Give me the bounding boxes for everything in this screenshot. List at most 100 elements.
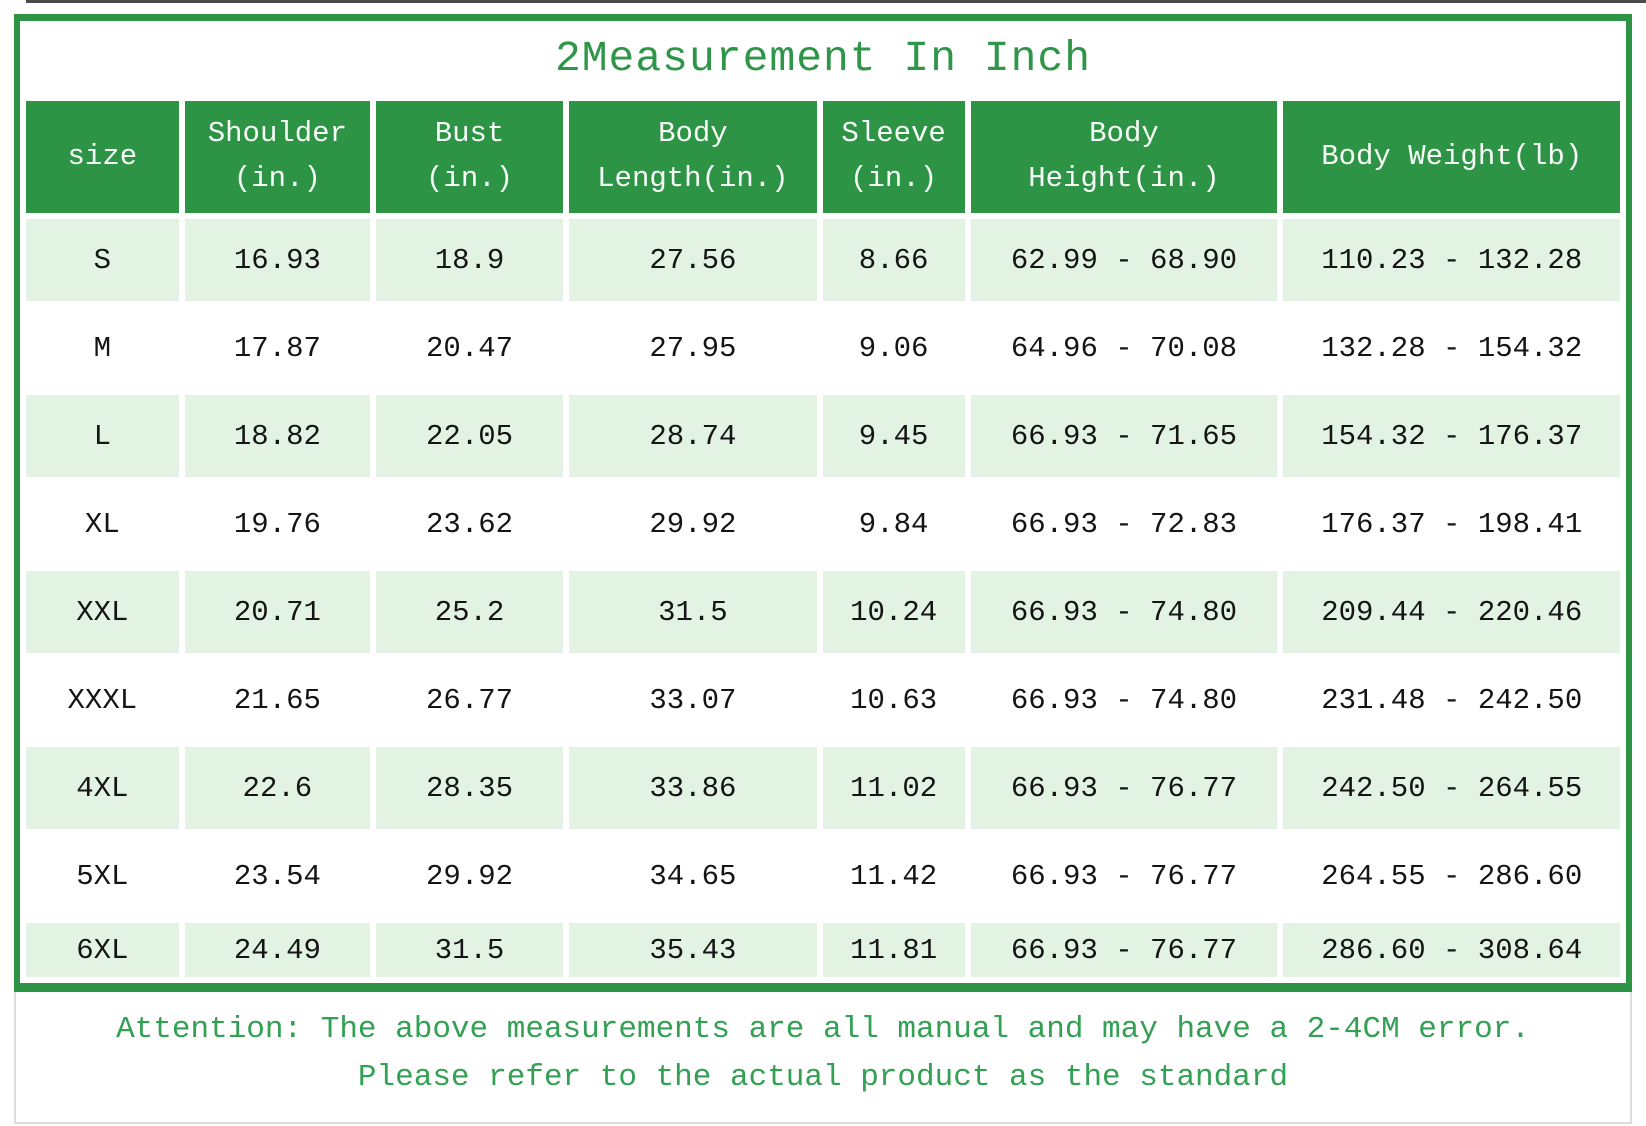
header-label: (in.) [233,162,321,195]
header-cell-sleeve: Sleeve (in.) [822,101,965,213]
header-cell-body-length: Body Length(in.) [569,101,817,213]
size-table: size Shoulder (in.) Bust (in.) Body Length(in.… [20,95,1626,983]
title-row: 2Measurement In Inch [20,21,1626,95]
header-label: Body [1089,117,1159,151]
size-chart-sheet: 2Measurement In Inch size Shoulder (in.) Bu… [14,14,1632,1124]
bust-cell: 23.62 [376,483,564,565]
header-row: size Shoulder (in.) Bust (in.) Body Length(in.… [26,101,1620,213]
body-weight-cell: 132.28 - 154.32 [1283,307,1620,389]
sleeve-cell: 11.42 [822,835,965,917]
table-row-XL: XL 19.76 23.62 29.92 9.84 66.93 - 72.83 176.37… [26,483,1620,565]
header-label: Length(in.) [597,162,789,195]
table-row-L: L 18.82 22.05 28.74 9.45 66.93 - 71.65 154.32 … [26,395,1620,477]
chart-title: 2Measurement In Inch [554,33,1092,83]
body-height-cell: 66.93 - 74.80 [970,659,1278,741]
bust-cell: 20.47 [376,307,564,389]
top-crop-line [26,0,1646,3]
table-row-S: S 16.93 18.9 27.56 8.66 62.99 - 68.90 110.23 -… [26,219,1620,301]
body-weight-cell: 231.48 - 242.50 [1283,659,1620,741]
shoulder-cell: 20.71 [184,571,371,653]
table-row-XXL: XXL 20.71 25.2 31.5 10.24 66.93 - 74.80 209.44… [26,571,1620,653]
size-cell: XXL [26,571,179,653]
header-label: size [67,139,138,173]
table-row-5XL: 5XL 23.54 29.92 34.65 11.42 66.93 - 76.77 264.… [26,835,1620,917]
body-weight-cell: 286.60 - 308.64 [1283,923,1620,977]
body-length-cell: 35.43 [569,923,817,977]
header-cell-body-height: Body Height(in.) [970,101,1278,213]
body-height-cell: 66.93 - 76.77 [970,835,1278,917]
header-cell-body-weight: Body Weight(lb) [1283,101,1620,213]
body-height-cell: 66.93 - 72.83 [970,483,1278,565]
size-cell: 6XL [26,923,179,977]
table-row-4XL: 4XL 22.6 28.35 33.86 11.02 66.93 - 76.77 242.5… [26,747,1620,829]
table-body: S 16.93 18.9 27.56 8.66 62.99 - 68.90 110.23 -… [26,219,1620,977]
body-height-cell: 62.99 - 68.90 [970,219,1278,301]
body-weight-cell: 264.55 - 286.60 [1283,835,1620,917]
size-cell: XXXL [26,659,179,741]
size-cell: 4XL [26,747,179,829]
body-weight-cell: 176.37 - 198.41 [1283,483,1620,565]
size-cell: S [26,219,179,301]
sleeve-cell: 9.06 [822,307,965,389]
body-length-cell: 27.56 [569,219,817,301]
table-row-M: M 17.87 20.47 27.95 9.06 64.96 - 70.08 132.28 … [26,307,1620,389]
body-weight-cell: 154.32 - 176.37 [1283,395,1620,477]
table-header: size Shoulder (in.) Bust (in.) Body Length(in.… [26,101,1620,213]
header-cell-shoulder: Shoulder (in.) [184,101,371,213]
size-chart-panel: 2Measurement In Inch size Shoulder (in.) Bu… [14,14,1632,992]
bust-cell: 28.35 [376,747,564,829]
shoulder-cell: 24.49 [184,923,371,977]
body-length-cell: 34.65 [569,835,817,917]
attention-line-1: Attention: The above measurements are al… [116,1012,1530,1047]
shoulder-cell: 16.93 [184,219,371,301]
body-length-cell: 33.86 [569,747,817,829]
header-label: Body [658,117,728,151]
body-length-cell: 27.95 [569,307,817,389]
header-label: Height(in.) [1028,162,1220,195]
body-height-cell: 66.93 - 76.77 [970,747,1278,829]
bust-cell: 29.92 [376,835,564,917]
shoulder-cell: 21.65 [184,659,371,741]
size-cell: XL [26,483,179,565]
header-label: Bust [434,117,505,151]
header-label: Body Weight(lb) [1321,139,1583,173]
size-cell: L [26,395,179,477]
body-weight-cell: 209.44 - 220.46 [1283,571,1620,653]
sleeve-cell: 9.45 [822,395,965,477]
header-label: (in.) [426,162,514,195]
sleeve-cell: 11.02 [822,747,965,829]
sleeve-cell: 10.63 [822,659,965,741]
body-height-cell: 66.93 - 74.80 [970,571,1278,653]
attention-line-2: Please refer to the actual product as th… [357,1060,1289,1095]
shoulder-cell: 18.82 [184,395,371,477]
sleeve-cell: 11.81 [822,923,965,977]
body-height-cell: 66.93 - 71.65 [970,395,1278,477]
attention-note: Attention: The above measurements are al… [14,992,1632,1124]
shoulder-cell: 23.54 [184,835,371,917]
header-label: Sleeve [841,117,946,151]
bust-cell: 22.05 [376,395,564,477]
sleeve-cell: 9.84 [822,483,965,565]
table-row-6XL: 6XL 24.49 31.5 35.43 11.81 66.93 - 76.77 286.6… [26,923,1620,977]
sleeve-cell: 8.66 [822,219,965,301]
body-length-cell: 33.07 [569,659,817,741]
header-cell-size: size [26,101,179,213]
shoulder-cell: 22.6 [184,747,371,829]
bust-cell: 18.9 [376,219,564,301]
shoulder-cell: 17.87 [184,307,371,389]
body-weight-cell: 110.23 - 132.28 [1283,219,1620,301]
size-cell: 5XL [26,835,179,917]
header-label: (in.) [850,162,938,195]
body-height-cell: 66.93 - 76.77 [970,923,1278,977]
body-length-cell: 28.74 [569,395,817,477]
size-cell: M [26,307,179,389]
bust-cell: 31.5 [376,923,564,977]
body-length-cell: 31.5 [569,571,817,653]
shoulder-cell: 19.76 [184,483,371,565]
header-cell-bust: Bust (in.) [376,101,564,213]
table-row-XXXL: XXXL 21.65 26.77 33.07 10.63 66.93 - 74.80 231… [26,659,1620,741]
sleeve-cell: 10.24 [822,571,965,653]
bust-cell: 26.77 [376,659,564,741]
header-label: Shoulder [207,117,347,151]
body-height-cell: 64.96 - 70.08 [970,307,1278,389]
